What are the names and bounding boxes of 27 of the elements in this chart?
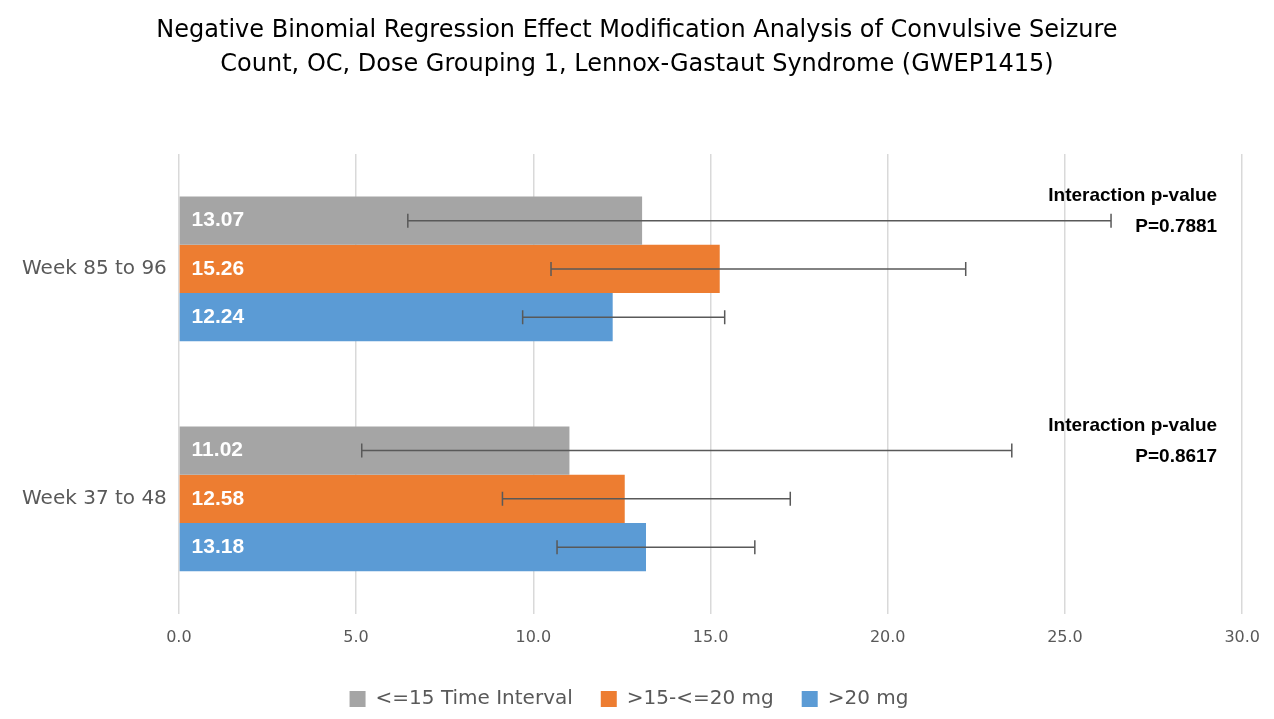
y-tick-label: Week 85 to 96 <box>22 255 167 280</box>
annotation: Interaction p-value P=0.8617 <box>1048 414 1218 467</box>
x-tick-label: 15.0 <box>692 626 729 646</box>
y-tick-label: Week 37 to 48 <box>22 485 167 510</box>
legend-label: >15-<=20 mg <box>626 685 774 710</box>
bar <box>179 426 570 475</box>
bar <box>179 522 647 572</box>
data-label: 11.02 <box>191 437 243 461</box>
x-tick-label: 30.0 <box>1224 626 1260 646</box>
data-label: 12.24 <box>191 304 245 328</box>
x-tick-label: 20.0 <box>869 626 906 646</box>
x-tick-label: 0.0 <box>166 626 192 646</box>
x-tick-label: 10.0 <box>515 626 552 646</box>
bar <box>179 244 720 294</box>
data-label: 12.58 <box>191 485 245 509</box>
chart-title: Negative Binomial Regression Effect Modification Analysis of Convulsive Seizure Count, OC, Dose Grouping 1, Lennox-Gastaut Syndrome (GWEP1415) <box>155 14 1119 79</box>
bar <box>179 196 643 245</box>
data-label: 15.26 <box>191 255 245 279</box>
data-label: 13.18 <box>191 533 245 557</box>
x-tick-label: 5.0 <box>343 626 369 646</box>
bar <box>179 293 613 342</box>
data-label: 13.07 <box>191 207 245 231</box>
bar <box>179 474 625 523</box>
annotation: Interaction p-value P=0.7881 <box>1048 184 1218 237</box>
legend-label: >20 mg <box>827 685 909 710</box>
x-tick-label: 25.0 <box>1047 626 1083 646</box>
legend-label: <=15 Time Interval <box>375 685 573 710</box>
